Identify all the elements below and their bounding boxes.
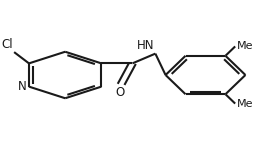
Text: HN: HN (137, 39, 154, 52)
Text: Me: Me (237, 99, 254, 109)
Text: N: N (17, 80, 26, 93)
Text: Me: Me (237, 41, 254, 51)
Text: O: O (115, 86, 124, 99)
Text: Cl: Cl (1, 38, 13, 51)
